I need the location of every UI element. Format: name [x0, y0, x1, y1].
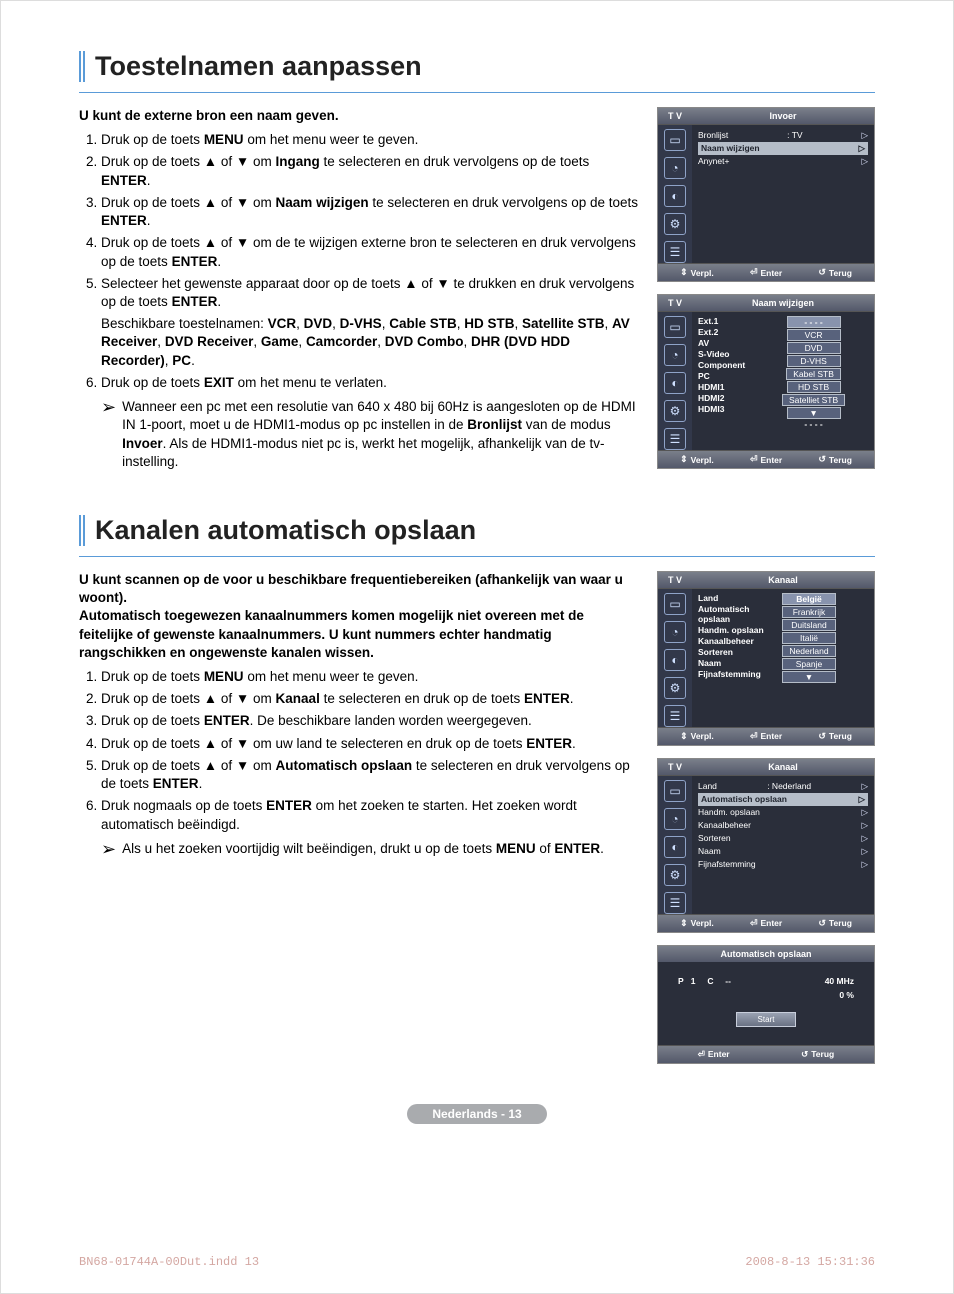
menu-icon: ☰: [664, 892, 686, 914]
picture-icon: ◔: [664, 344, 686, 366]
input-icon: ▭: [664, 129, 686, 151]
step-3: Druk op de toets ▲ of ▼ om Naam wijzigen…: [101, 194, 639, 230]
note-icon: ➢: [101, 840, 116, 858]
enter-icon: ⏎: [750, 267, 758, 278]
updown-icon: ⇕: [680, 454, 688, 465]
menu-icon: ☰: [664, 705, 686, 727]
intro: U kunt scannen op de voor u beschikbare …: [79, 571, 639, 662]
osd-row: Anynet+ ▷: [698, 155, 868, 168]
return-icon: ↺: [818, 267, 826, 278]
osd-value-column: - - - - VCR DVD D-VHS Kabel STB HD STB S…: [782, 316, 845, 446]
scroll-down-icon: ▼: [782, 671, 836, 683]
body-text: U kunt de externe bron een naam geven. D…: [79, 107, 639, 475]
return-icon: ↺: [818, 454, 826, 465]
osd-kanaal-landen: T V Kanaal ▭ ◔ ◐ ⚙ ☰ Land: [657, 571, 875, 746]
print-footer: BN68-01744A-00Dut.indd 13 2008-8-13 15:3…: [79, 1255, 875, 1269]
input-icon: ▭: [664, 593, 686, 615]
scroll-down-icon: ▼: [787, 407, 841, 419]
start-button: Start: [736, 1012, 796, 1027]
divider: [79, 92, 875, 93]
updown-icon: ⇕: [680, 267, 688, 278]
step-1: Druk op de toets MENU om het menu weer t…: [101, 131, 639, 149]
step-5: Druk op de toets ▲ of ▼ om Automatisch o…: [101, 757, 639, 793]
osd-key-column: Ext.1 Ext.2 AV S-Video Component PC HDMI…: [698, 316, 782, 446]
osd-footer: ⇕Verpl. ⏎Enter ↺Terug: [658, 263, 874, 281]
setup-icon: ⚙: [664, 864, 686, 886]
chevron-right-icon: ▷: [861, 781, 868, 792]
picture-icon: ◔: [664, 808, 686, 830]
sound-icon: ◐: [664, 372, 686, 394]
step-2: Druk op de toets ▲ of ▼ om Kanaal te sel…: [101, 690, 639, 708]
osd-row: Bronlijst : TV ▷: [698, 129, 868, 142]
section-title: Kanalen automatisch opslaan: [95, 515, 875, 546]
footer-right: 2008-8-13 15:31:36: [745, 1255, 875, 1269]
step-2: Druk op de toets ▲ of ▼ om Ingang te sel…: [101, 153, 639, 189]
osd-icon-rail: ▭ ◔ ◐ ⚙ ☰: [658, 125, 692, 263]
section-toestelnamen: Toestelnamen aanpassen U kunt de externe…: [79, 51, 875, 475]
input-icon: ▭: [664, 316, 686, 338]
step-6: Druk nogmaals op de toets ENTER om het z…: [101, 797, 639, 858]
sound-icon: ◐: [664, 649, 686, 671]
intro: U kunt de externe bron een naam geven.: [79, 107, 639, 125]
menu-icon: ☰: [664, 428, 686, 450]
section-title: Toestelnamen aanpassen: [95, 51, 875, 82]
page-number-badge: Nederlands - 13: [407, 1104, 547, 1124]
picture-icon: ◔: [664, 157, 686, 179]
setup-icon: ⚙: [664, 677, 686, 699]
step-6: Druk op de toets EXIT om het menu te ver…: [101, 374, 639, 471]
section-title-bar: Toestelnamen aanpassen: [79, 51, 875, 82]
input-icon: ▭: [664, 780, 686, 802]
sound-icon: ◐: [664, 185, 686, 207]
step-4: Druk op de toets ▲ of ▼ om de te wijzige…: [101, 234, 639, 270]
enter-icon: ⏎: [750, 454, 758, 465]
step-4: Druk op de toets ▲ of ▼ om uw land te se…: [101, 735, 639, 753]
chevron-right-icon: ▷: [861, 130, 868, 141]
chevron-right-icon: ▷: [861, 156, 868, 167]
chevron-right-icon: ▷: [858, 794, 865, 805]
osd-naam-wijzigen: T V Naam wijzigen ▭ ◔ ◐ ⚙ ☰: [657, 294, 875, 469]
picture-icon: ◔: [664, 621, 686, 643]
step-1: Druk op de toets MENU om het menu weer t…: [101, 668, 639, 686]
tv-badge: T V: [658, 108, 692, 124]
footer-left: BN68-01744A-00Dut.indd 13: [79, 1255, 259, 1269]
setup-icon: ⚙: [664, 213, 686, 235]
step-3: Druk op de toets ENTER. De beschikbare l…: [101, 712, 639, 730]
section-kanalen: Kanalen automatisch opslaan U kunt scann…: [79, 515, 875, 1064]
chevron-right-icon: ▷: [858, 143, 865, 154]
setup-icon: ⚙: [664, 400, 686, 422]
osd-kanaal-lijst: T V Kanaal ▭ ◔ ◐ ⚙ ☰ Land: [657, 758, 875, 933]
note-icon: ➢: [101, 398, 116, 471]
step-5: Selecteer het gewenste apparaat door op …: [101, 275, 639, 370]
osd-row-selected: Naam wijzigen ▷: [698, 142, 868, 155]
menu-icon: ☰: [664, 241, 686, 263]
sound-icon: ◐: [664, 836, 686, 858]
osd-invoer: T V Invoer ▭ ◔ ◐ ⚙ ☰ Bronl: [657, 107, 875, 282]
osd-title: Invoer: [692, 108, 874, 124]
osd-auto-opslaan: Automatisch opslaan P 1 C -- 40 MHz: [657, 945, 875, 1064]
